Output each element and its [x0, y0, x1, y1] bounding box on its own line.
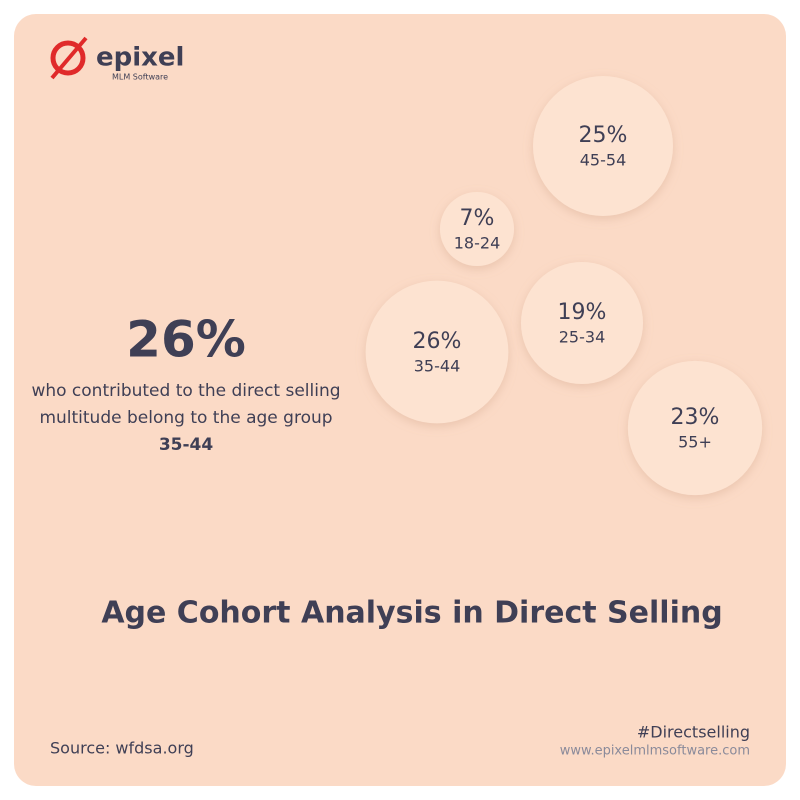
- callout-box: who contributed to the direct selling mu…: [26, 378, 346, 459]
- bubble-category-label: 25-34: [559, 328, 606, 347]
- brand-tagline: MLM Software: [112, 73, 168, 82]
- bubble-category-label: 35-44: [414, 357, 461, 376]
- chart-title: Age Cohort Analysis in Direct Selling: [101, 596, 722, 631]
- bubble: [365, 280, 509, 424]
- bubble-value-label: 26%: [413, 329, 462, 354]
- bubble-value-label: 7%: [460, 206, 495, 231]
- logo-icon: [50, 36, 88, 80]
- callout-value: 26%: [126, 311, 246, 369]
- bubble: [627, 360, 763, 496]
- hashtag: #Directselling: [637, 723, 750, 742]
- bubble-category-label: 55+: [678, 433, 712, 452]
- callout-text-wrap: who contributed to the direct selling mu…: [26, 378, 346, 459]
- bubble: [439, 191, 515, 267]
- callout-text: who contributed to the direct selling mu…: [31, 381, 341, 428]
- bubble-value-label: 23%: [671, 405, 720, 430]
- bubble: [520, 261, 644, 385]
- bubble-value-label: 25%: [579, 123, 628, 148]
- bubble-category-label: 18-24: [454, 234, 501, 253]
- bubble-value-label: 19%: [558, 300, 607, 325]
- bubble: [533, 76, 673, 216]
- logo-icon: [50, 40, 86, 76]
- source: Source: wfdsa.org: [50, 739, 194, 758]
- logo: epixel MLM Software: [50, 36, 184, 82]
- bubble-category-label: 45-54: [580, 151, 627, 170]
- brand-name: epixel: [96, 43, 184, 73]
- callout-highlight: 35-44: [158, 435, 214, 455]
- url: www.epixelmlmsoftware.com: [560, 744, 750, 759]
